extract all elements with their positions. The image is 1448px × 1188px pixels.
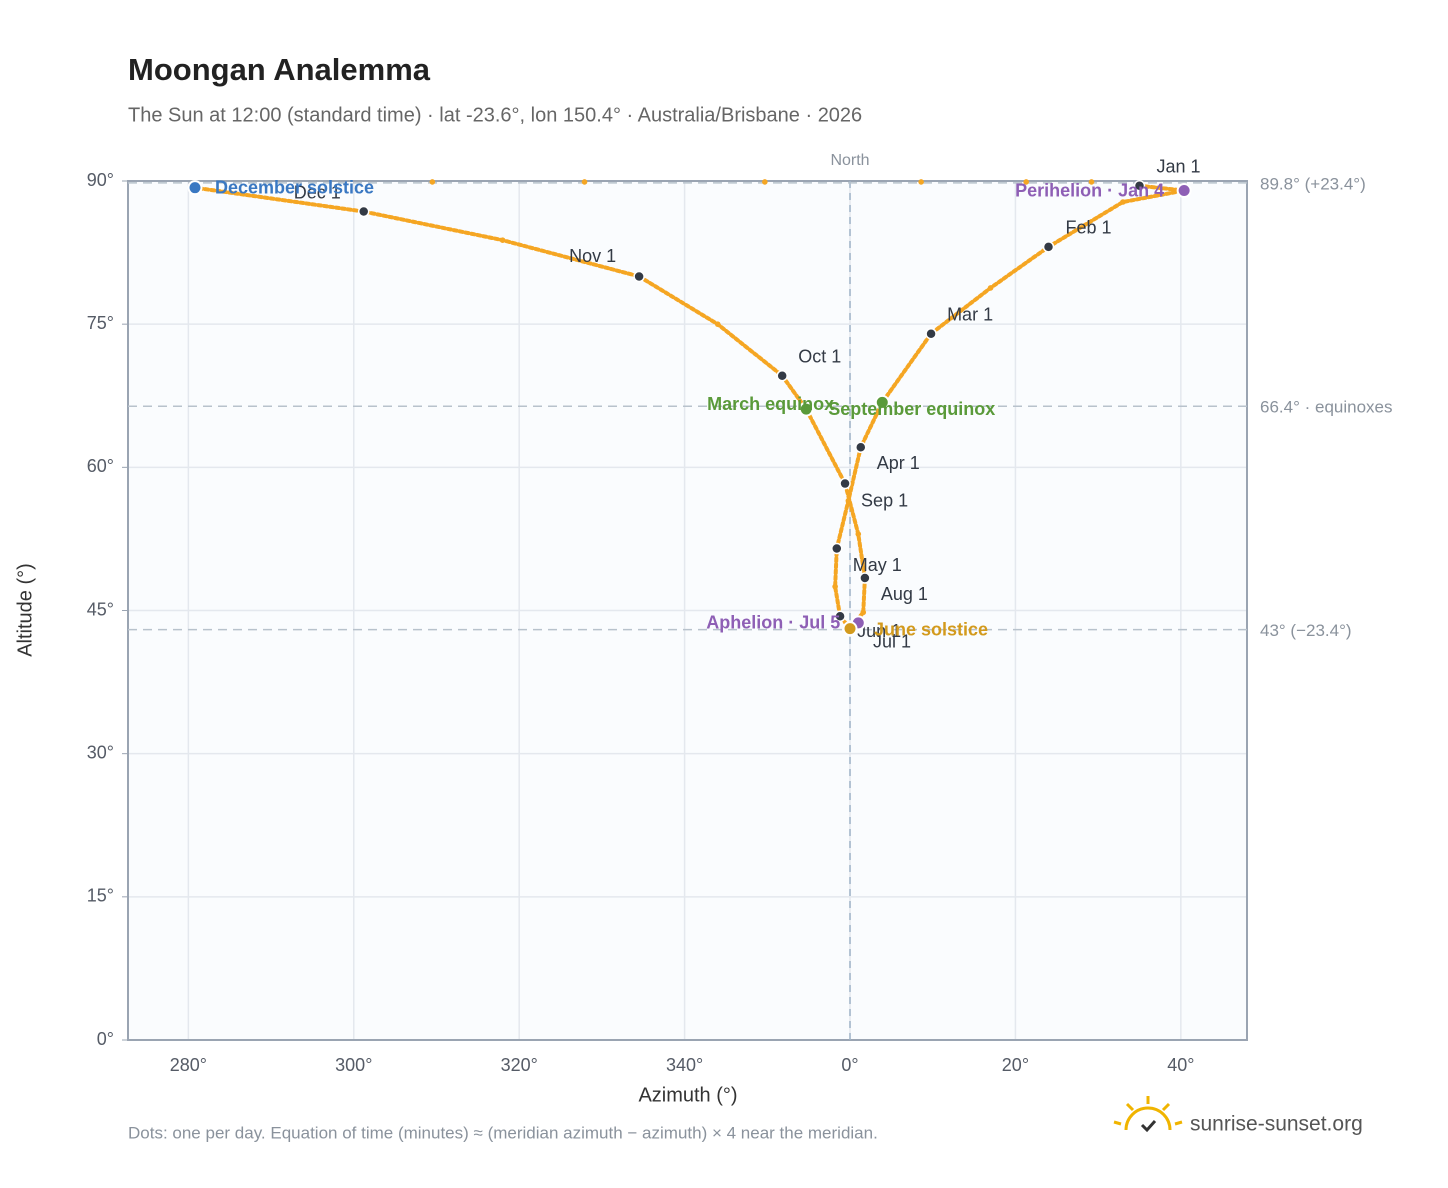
month-label: Jan 1 [1156,157,1200,177]
event-label: Aphelion · Jul 5 [706,613,840,633]
month-label: Apr 1 [877,453,920,473]
day-dot [860,609,867,616]
month-marker [855,441,867,454]
plot-frame [127,180,1248,1041]
month-marker [831,542,843,555]
month-marker [925,327,937,340]
y-tick-label: 75° [87,313,114,333]
month-label: Jun 1 [857,621,901,641]
x-tick-label: 20° [1002,1055,1029,1075]
event-label: September equinox [828,399,995,419]
day-dot [581,179,588,185]
day-dot [918,179,924,185]
y-tick-label: 90° [87,170,114,190]
event-marker [874,394,890,410]
month-label: Jul 1 [873,631,911,651]
event-marker [798,401,814,417]
event-label: Perihelion · Jan 4 [1015,180,1164,200]
brand-logo [1113,1096,1183,1133]
month-label: Feb 1 [1066,218,1112,238]
day-dot [832,583,838,590]
reference-label: 43° (−23.4°) [1260,621,1352,640]
month-marker [1133,180,1146,192]
y-tick-label: 60° [87,456,114,476]
month-label: May 1 [853,555,902,575]
x-tick-label: 0° [841,1055,858,1075]
y-tick-label: 45° [87,599,114,619]
y-tick-label: 0° [97,1029,114,1049]
day-dot [845,497,852,504]
x-tick-label: 40° [1167,1055,1194,1075]
reference-label: 89.8° (+23.4°) [1260,174,1366,193]
event-label: June solstice [874,619,988,639]
month-label: Nov 1 [569,246,616,266]
month-label: Aug 1 [881,584,928,604]
north-label: North [830,152,869,169]
month-marker [859,572,871,584]
month-label: Mar 1 [947,304,993,324]
footnote: Dots: one per day. Equation of time (min… [128,1123,878,1142]
day-dot [762,179,768,185]
month-label: Oct 1 [798,346,841,366]
day-dot [1023,179,1029,185]
month-marker [357,205,370,218]
month-marker [839,477,851,490]
x-tick-label: 280° [170,1055,207,1075]
y-tick-label: 30° [87,742,114,762]
day-dot [1088,179,1095,185]
month-label: Sep 1 [861,490,908,510]
day-dot [429,179,436,185]
x-axis-label: Azimuth (°) [638,1084,737,1106]
month-label: Dec 1 [294,182,341,202]
event-marker [187,180,203,196]
y-tick-label: 15° [87,886,114,906]
brand: sunrise-sunset.org [1190,1113,1363,1136]
reference-label: 66.4° · equinoxes [1260,398,1393,417]
day-dot [855,531,862,537]
x-tick-label: 320° [501,1055,538,1075]
month-marker [633,270,645,283]
day-dot [714,321,721,327]
day-dot [987,285,994,291]
analemma-curve [192,183,1185,632]
day-dot [499,237,506,243]
day-dot [1120,199,1126,205]
event-marker [1176,183,1192,199]
month-marker [1042,241,1055,253]
y-axis-label: Altitude (°) [14,563,36,657]
chart-title: Moongan Analemma [128,52,431,87]
event-marker [842,621,858,637]
chart-subtitle: The Sun at 12:00 (standard time) · lat -… [128,104,862,126]
x-tick-label: 300° [335,1055,372,1075]
x-tick-label: 340° [666,1055,703,1075]
event-label: March equinox [707,394,834,414]
event-label: December solstice [215,177,374,197]
month-marker [834,610,846,622]
month-marker [776,369,788,382]
